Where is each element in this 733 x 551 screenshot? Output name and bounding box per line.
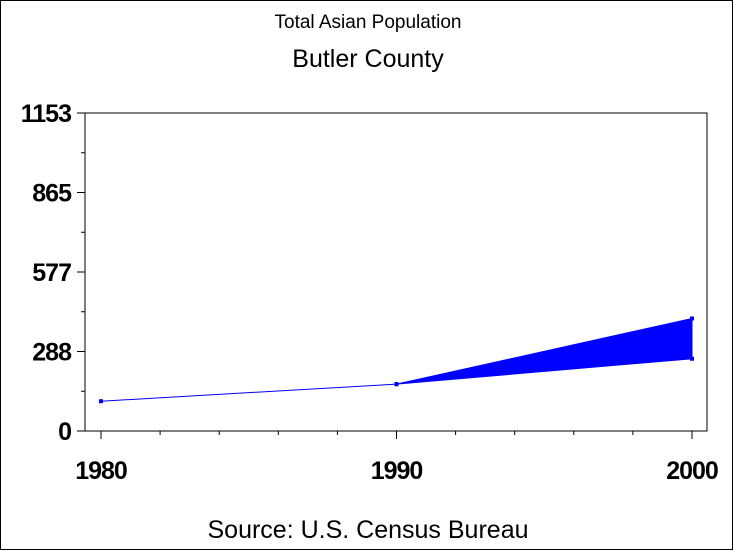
data-point	[99, 399, 103, 404]
y-axis: 0 288 577 865 1153	[21, 100, 85, 446]
band-lower-point	[394, 382, 399, 387]
x-axis: 1980 1990 2000	[75, 431, 719, 485]
y-tick-label: 577	[32, 259, 71, 287]
chart-title: Total Asian Population	[275, 12, 462, 33]
x-tick-label: 1980	[75, 457, 127, 485]
x-tick-label: 2000	[666, 457, 718, 485]
y-tick-label: 1153	[21, 100, 71, 128]
range-band	[396, 317, 693, 385]
y-tick-label: 0	[58, 418, 71, 446]
band-lower-point	[690, 356, 694, 361]
y-tick-label: 865	[32, 180, 72, 208]
chart-subtitle: Butler County	[292, 45, 444, 73]
chart-marks	[99, 316, 694, 404]
x-tick-label: 1990	[371, 457, 423, 485]
series-line	[100, 383, 397, 402]
source-footnote: Source: U.S. Census Bureau	[208, 516, 529, 544]
y-tick-label: 288	[32, 339, 72, 367]
band-upper-point	[690, 316, 694, 321]
